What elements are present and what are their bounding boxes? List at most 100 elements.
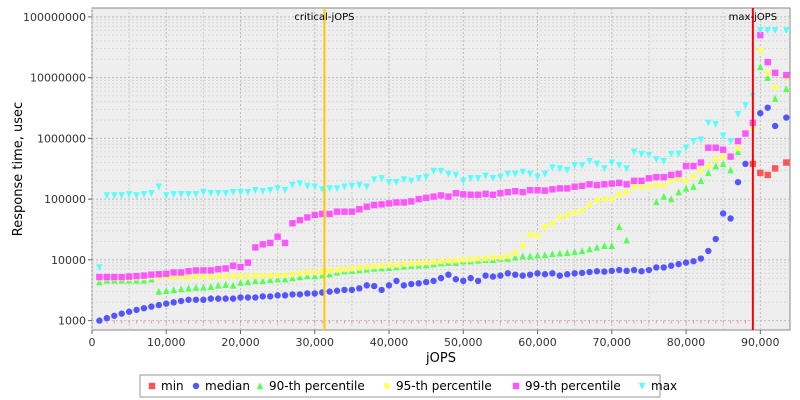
data-point	[622, 188, 631, 196]
data-point	[534, 270, 541, 277]
data-point	[415, 280, 422, 287]
legend: min median 90-th percentile 95-th percentil…	[139, 374, 677, 398]
data-point	[586, 268, 593, 276]
x-tick-label: 70,000	[593, 336, 632, 349]
data-point	[207, 267, 215, 274]
data-point	[771, 27, 779, 35]
data-point	[682, 177, 690, 185]
data-point	[697, 166, 705, 174]
data-point	[236, 272, 245, 280]
data-point	[363, 263, 371, 271]
data-point	[200, 267, 207, 274]
data-point	[452, 190, 460, 197]
data-point	[430, 193, 437, 200]
data-point	[333, 266, 341, 274]
data-point	[207, 190, 215, 198]
data-point	[192, 267, 200, 274]
data-point	[481, 254, 490, 263]
data-point	[229, 281, 237, 289]
data-point	[185, 191, 192, 199]
data-point	[497, 190, 504, 197]
data-point	[653, 264, 660, 271]
data-point	[274, 233, 281, 240]
data-point	[207, 295, 215, 302]
data-point	[489, 175, 497, 183]
data-point	[348, 286, 356, 294]
data-point	[496, 253, 505, 262]
data-point	[192, 296, 200, 303]
data-point	[512, 170, 519, 178]
data-point	[215, 190, 222, 198]
data-point	[534, 251, 541, 259]
data-point	[615, 190, 623, 198]
data-point	[222, 190, 229, 198]
data-point	[311, 268, 319, 276]
data-point	[148, 303, 155, 310]
y-tick-label: 1000000	[37, 132, 86, 145]
baseline-markers	[98, 320, 746, 324]
data-point	[281, 187, 289, 195]
data-point	[712, 155, 720, 164]
data-point	[541, 187, 549, 194]
data-point	[244, 294, 252, 301]
data-point	[757, 63, 764, 71]
data-point	[564, 185, 571, 192]
data-point	[549, 250, 556, 258]
data-point	[393, 178, 400, 186]
legend-label: min	[161, 379, 184, 393]
data-point	[467, 191, 474, 198]
data-point	[600, 195, 609, 203]
data-point	[415, 195, 422, 203]
data-point	[252, 294, 259, 301]
data-point	[311, 183, 318, 191]
data-point	[289, 291, 296, 298]
data-point	[674, 174, 683, 183]
data-point	[727, 153, 734, 160]
data-point	[660, 192, 667, 200]
data-point	[734, 178, 742, 186]
data-point	[586, 245, 593, 253]
data-point	[653, 156, 660, 164]
data-point	[185, 268, 192, 275]
x-tick-label: 0	[89, 336, 96, 349]
data-point	[667, 150, 675, 158]
data-point	[311, 211, 318, 219]
data-point	[267, 239, 274, 247]
data-point	[690, 258, 697, 265]
data-point	[459, 256, 467, 264]
data-point	[133, 306, 140, 314]
data-point	[318, 210, 326, 218]
data-point	[630, 177, 638, 185]
data-point	[719, 210, 727, 217]
legend-swatch	[256, 382, 264, 390]
legend-label: max	[651, 379, 677, 393]
data-point	[385, 282, 393, 289]
data-point	[393, 277, 400, 285]
data-point	[719, 146, 727, 153]
data-point	[548, 219, 557, 227]
data-point	[370, 282, 378, 290]
data-point	[408, 177, 415, 185]
data-point	[474, 191, 482, 198]
data-point	[363, 183, 370, 191]
data-point	[385, 178, 393, 186]
data-point	[445, 193, 452, 200]
data-point	[682, 144, 690, 152]
data-point	[267, 187, 274, 195]
y-tick-label: 10000	[51, 254, 86, 267]
data-point	[601, 181, 608, 188]
data-point	[705, 144, 712, 151]
data-point	[177, 285, 185, 293]
data-point	[296, 291, 304, 298]
data-point	[771, 122, 779, 130]
data-point	[333, 287, 341, 294]
data-point	[660, 264, 667, 271]
data-point	[727, 166, 734, 174]
data-point	[170, 299, 177, 306]
data-point	[571, 248, 578, 256]
data-point	[244, 272, 252, 280]
data-point	[593, 243, 601, 251]
data-point	[675, 260, 682, 268]
data-point	[690, 162, 697, 170]
data-point	[125, 273, 133, 280]
